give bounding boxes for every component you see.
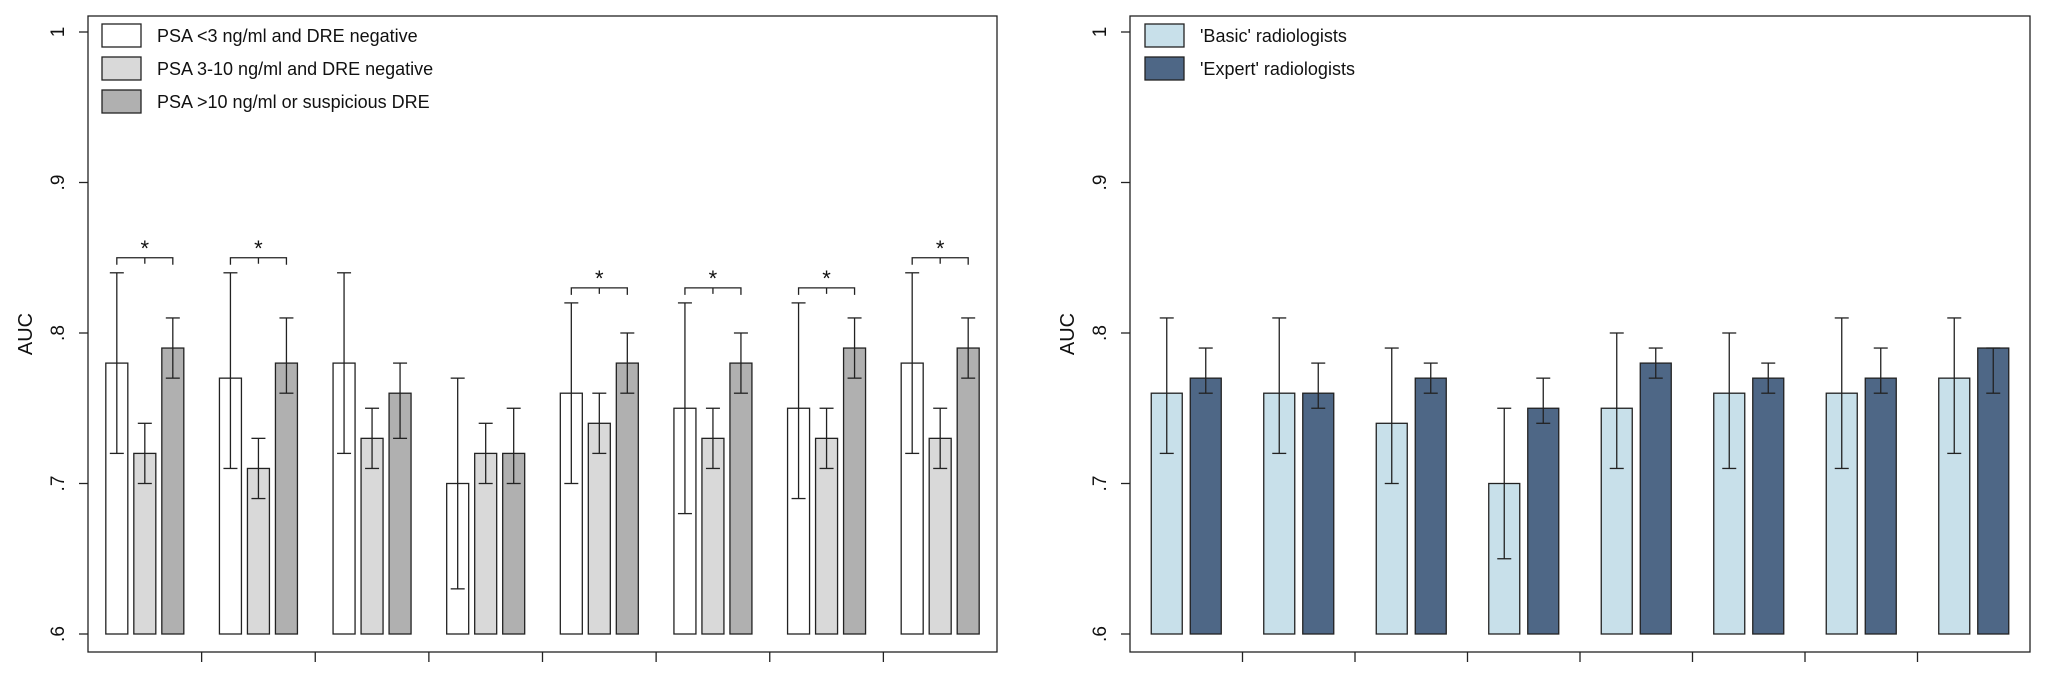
bar [729,362,753,635]
bar [161,347,185,635]
significance-bracket [684,287,742,295]
legend-swatch [101,56,142,81]
y-tick-label: .7 [48,476,69,492]
legend-label: PSA <3 ng/ml and DRE negative [157,26,418,46]
legend-swatch [1144,56,1185,81]
legend-swatch [101,89,142,114]
legend-label: 'Basic' radiologists [1200,26,1347,46]
y-axis-label: AUC [15,313,37,355]
legend-label: PSA >10 ng/ml or suspicious DRE [157,92,430,112]
significance-star: * [936,236,945,261]
bar [1752,377,1785,635]
bar [842,347,867,635]
bar [1302,392,1335,635]
left-chart-psa-dre: .6 .7 .8 .9 1 AUC * * * * * * PSA <3 ng/ml and DRE n… [15,15,998,662]
significance-star: * [709,266,718,291]
y-tick-label: .6 [1090,626,1111,642]
y-tick-label: .8 [48,325,69,341]
bar [1414,377,1447,635]
significance-star: * [595,266,604,291]
significance-bracket [911,257,969,265]
significance-bracket [570,287,628,295]
significance-star: * [254,236,263,261]
bar [1639,362,1672,635]
bar [615,362,639,635]
significance-star: * [141,236,150,261]
y-axis-label: AUC [1057,313,1079,355]
legend-swatch [1144,23,1185,48]
significance-bracket [116,257,174,265]
legend-swatch [101,23,142,48]
significance-bracket [229,257,288,265]
significance-bracket [797,287,856,295]
y-tick-label: .6 [48,626,69,642]
y-tick-label: .7 [1090,476,1111,492]
bar [1977,347,2010,635]
y-tick-label: .9 [1090,175,1111,191]
bar [956,347,980,635]
bar [274,362,299,635]
bar [1527,407,1560,635]
legend-label: 'Expert' radiologists [1200,59,1355,79]
y-tick-label: .8 [1090,325,1111,341]
significance-star: * [822,266,831,291]
y-tick-label: .9 [48,175,69,191]
right-chart-radiologists: .6 .7 .8 .9 1 AUC 'Basic' radiologists 'Expert'… [1057,15,2031,662]
y-tick-label: 1 [1090,27,1111,38]
y-tick-label: 1 [48,27,69,38]
bar [1864,377,1897,635]
bar [587,422,611,635]
bar [1189,377,1222,635]
legend-label: PSA 3-10 ng/ml and DRE negative [157,59,433,79]
